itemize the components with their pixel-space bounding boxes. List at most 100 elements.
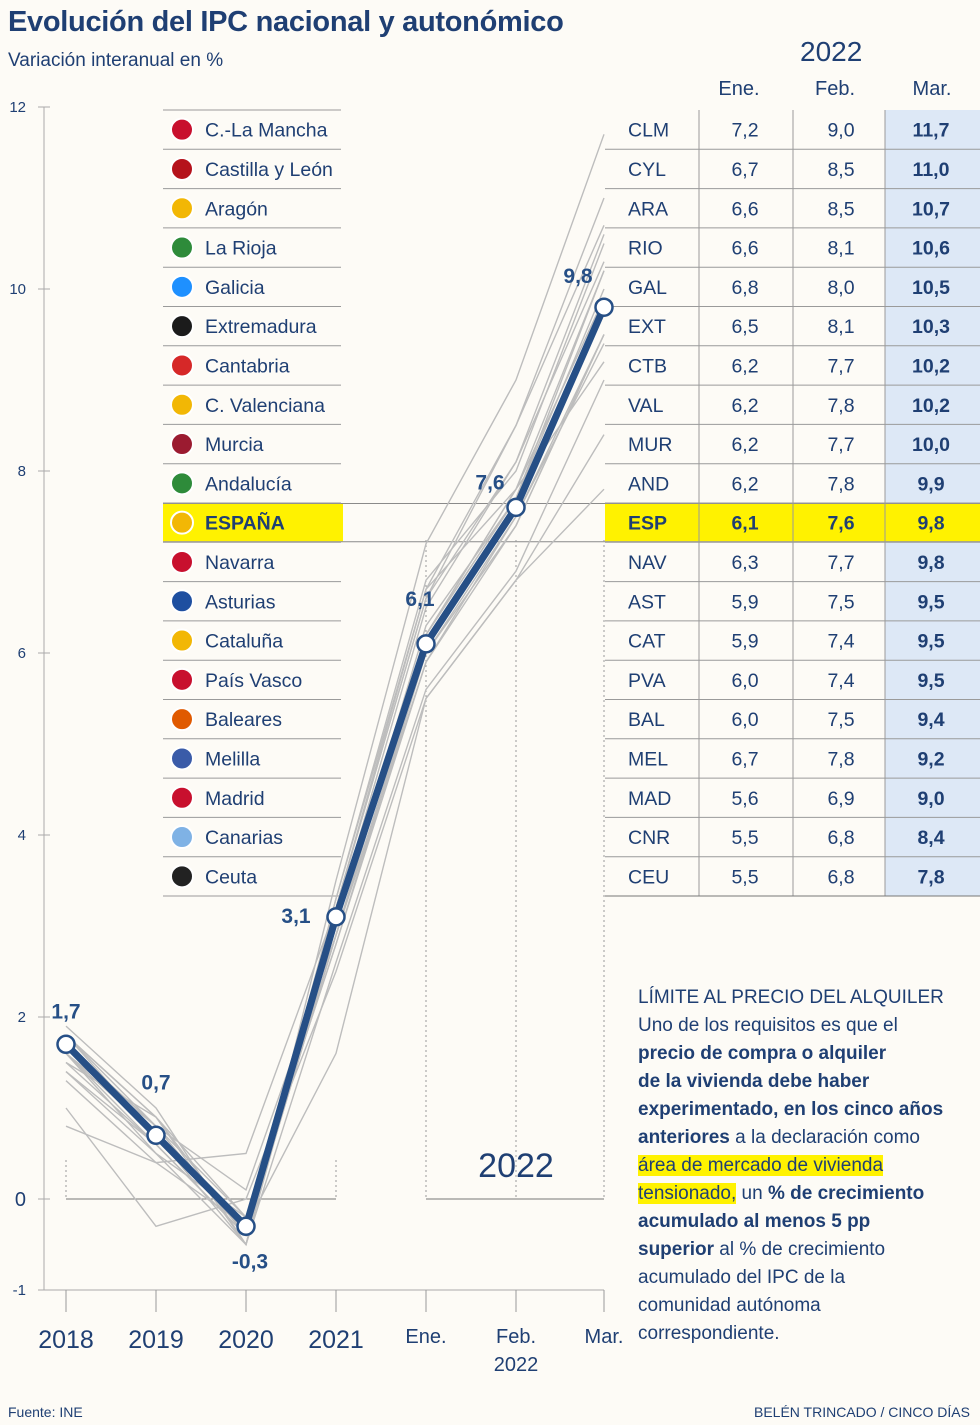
main-series-data-label: 3,1 — [281, 905, 311, 928]
value-feb: 7,8 — [827, 395, 854, 417]
footnote-text: a la declaración como — [729, 1127, 920, 1148]
main-series-data-label: 9,8 — [563, 265, 593, 288]
region-name: Extremadura — [205, 316, 317, 338]
x-tick-label: 2020 — [218, 1326, 274, 1354]
footnote-highlight: tensionado, — [638, 1183, 737, 1204]
x-group-label: 2022 — [494, 1354, 539, 1376]
region-name: Canarias — [205, 827, 283, 849]
value-mar: 9,0 — [917, 788, 944, 810]
table-column-header-mar: Mar. — [912, 78, 952, 100]
value-ene: 6,3 — [731, 552, 758, 574]
value-feb: 7,8 — [827, 473, 854, 495]
regional-line-ceu — [65, 488, 605, 1228]
x-tick-label: Ene. — [405, 1326, 446, 1348]
flag-icon — [170, 274, 194, 299]
x-tick-label: 2019 — [128, 1326, 184, 1354]
region-name: Andalucía — [205, 473, 292, 495]
value-mar: 10,7 — [912, 198, 950, 220]
footnote-bold: de la vivienda debe haber — [638, 1071, 870, 1092]
region-code: CYL — [628, 159, 666, 181]
source-note: Fuente: INE — [8, 1404, 83, 1420]
y-tick-label: -1 — [13, 1282, 26, 1299]
region-code: PVA — [628, 670, 666, 692]
value-mar: 11,7 — [913, 120, 950, 142]
footnote-text: al % de crecimiento — [714, 1239, 886, 1260]
x-tick-label: Feb. — [496, 1326, 536, 1348]
subtitle: Variación interanual en % — [8, 50, 224, 71]
footnote-box: LÍMITE AL PRECIO DEL ALQUILER Uno de los… — [638, 984, 976, 1348]
value-feb: 7,6 — [827, 513, 854, 535]
flag-icon — [170, 471, 194, 496]
regional-line-cnr — [65, 434, 605, 1228]
flag-icon — [170, 432, 194, 457]
flag-icon — [170, 785, 194, 810]
region-name: Baleares — [205, 709, 282, 731]
x-tick-label: Mar. — [585, 1326, 624, 1348]
value-mar: 9,9 — [917, 473, 944, 495]
flag-icon — [170, 117, 194, 142]
page-title: Evolución del IPC nacional y autonómico — [8, 6, 564, 38]
value-feb: 7,4 — [827, 631, 854, 653]
footnote-text: comunidad autónoma — [638, 1295, 821, 1316]
footnote-bold: % de crecimiento — [767, 1183, 925, 1204]
region-code: MAD — [628, 788, 671, 810]
footnote-bold: experimentado, en los cinco años — [638, 1099, 944, 1120]
footnote-highlight: área de mercado de vivienda — [638, 1155, 884, 1176]
value-ene: 6,7 — [731, 159, 758, 181]
footnote-bold: precio de compra o alquiler — [638, 1043, 887, 1064]
region-code: MUR — [628, 434, 672, 456]
region-code: MEL — [628, 748, 668, 770]
value-feb: 7,4 — [827, 670, 854, 692]
value-feb: 9,0 — [827, 120, 854, 142]
flag-icon — [170, 746, 194, 771]
value-ene: 5,9 — [731, 591, 758, 613]
footnote-text: acumulado del IPC de la — [638, 1267, 846, 1288]
value-feb: 6,8 — [827, 827, 854, 849]
footnote-bold: acumulado al menos 5 pp — [638, 1211, 871, 1232]
main-series-point — [326, 907, 346, 927]
region-code: BAL — [628, 709, 665, 731]
value-feb: 8,0 — [827, 277, 854, 299]
region-name: Ceuta — [205, 866, 257, 888]
value-ene: 6,7 — [731, 748, 758, 770]
value-mar: 9,5 — [917, 631, 944, 653]
region-name: ESPAÑA — [205, 512, 285, 535]
flag-icon — [170, 628, 194, 653]
value-feb: 6,9 — [827, 788, 854, 810]
footnote-bold: anteriores — [638, 1127, 730, 1148]
value-mar: 9,8 — [917, 513, 944, 535]
value-feb: 8,1 — [827, 238, 854, 260]
region-code: CEU — [628, 866, 669, 888]
region-code: RIO — [628, 238, 663, 260]
region-code: ARA — [628, 198, 668, 220]
value-ene: 6,0 — [731, 709, 758, 731]
flag-icon — [170, 235, 194, 260]
main-series-point — [594, 297, 614, 317]
main-series-data-label: 6,1 — [405, 588, 435, 611]
region-name: Castilla y León — [205, 159, 333, 181]
region-name: Asturias — [205, 591, 276, 613]
value-mar: 10,0 — [912, 434, 950, 456]
region-code: CLM — [628, 120, 669, 142]
regional-line-gal — [65, 243, 605, 1247]
region-name: C. Valenciana — [205, 395, 325, 417]
value-ene: 6,0 — [731, 670, 758, 692]
region-code: EXT — [628, 316, 666, 338]
footnote-bold: superior — [638, 1239, 715, 1260]
main-series-data-label: 0,7 — [141, 1071, 170, 1094]
y-tick-label: 8 — [18, 463, 26, 480]
flag-icon — [170, 353, 194, 378]
y-tick-label: 0 — [15, 1189, 26, 1211]
credit-note: BELÉN TRINCADO / CINCO DÍAS — [753, 1404, 970, 1420]
region-code: AST — [628, 591, 666, 613]
region-code: CTB — [628, 355, 667, 377]
value-ene: 6,2 — [731, 473, 758, 495]
region-code: CAT — [628, 631, 666, 653]
main-series-data-label: -0,3 — [232, 1250, 268, 1273]
main-series-data-label: 1,7 — [51, 1000, 80, 1023]
region-name: Murcia — [205, 434, 264, 456]
region-name: Cataluña — [205, 631, 283, 653]
value-mar: 10,2 — [912, 355, 950, 377]
flag-icon — [170, 864, 194, 889]
flag-icon — [170, 825, 194, 850]
